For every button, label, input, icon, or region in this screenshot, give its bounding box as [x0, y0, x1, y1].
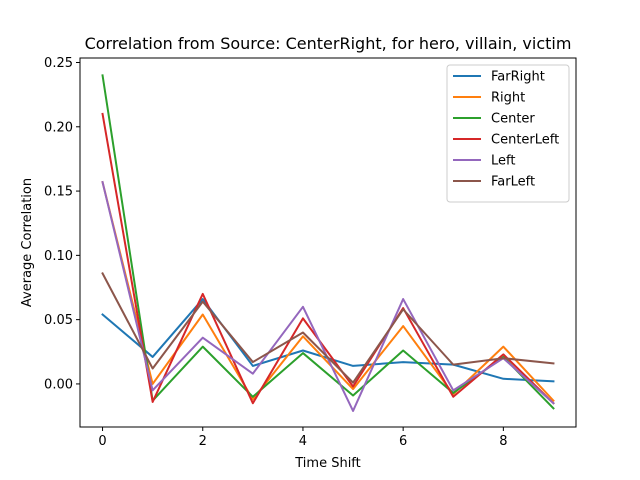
legend-label-farleft: FarLeft: [491, 175, 535, 190]
chart-title: Correlation from Source: CenterRight, fo…: [85, 34, 572, 53]
y-tick-label: 0.00: [44, 377, 73, 392]
y-tick-label: 0.10: [44, 249, 73, 264]
y-tick-label: 0.25: [44, 56, 73, 71]
x-axis: 0 2 4 6 8: [98, 427, 507, 449]
axes-frame: [79, 57, 577, 428]
legend-label-center: Center: [491, 112, 535, 127]
y-axis-label: Average Correlation: [20, 178, 35, 307]
y-tick-label: 0.20: [44, 120, 73, 135]
x-tick-label: 2: [199, 434, 207, 449]
x-tick-label: 6: [399, 434, 407, 449]
legend-label-left: Left: [491, 154, 515, 169]
y-axis: 0.00 0.05 0.10 0.15 0.20 0.25: [44, 56, 80, 392]
x-tick-label: 0: [98, 434, 106, 449]
x-axis-label: Time Shift: [294, 456, 361, 471]
legend-label-centerleft: CenterLeft: [491, 133, 559, 148]
legend: FarRight Right Center CenterLeft Left FarLeft: [446, 64, 570, 203]
legend-label-right: Right: [491, 91, 525, 106]
legend-label-farright: FarRight: [491, 70, 545, 85]
x-tick-label: 4: [299, 434, 307, 449]
y-tick-label: 0.15: [44, 185, 73, 200]
series-line-centerleft: [101, 112, 555, 405]
plot-area: [101, 74, 555, 412]
legend-box: [446, 64, 570, 203]
y-tick-label: 0.05: [44, 313, 73, 328]
series-line-farleft: [101, 272, 555, 384]
x-tick-label: 8: [499, 434, 507, 449]
